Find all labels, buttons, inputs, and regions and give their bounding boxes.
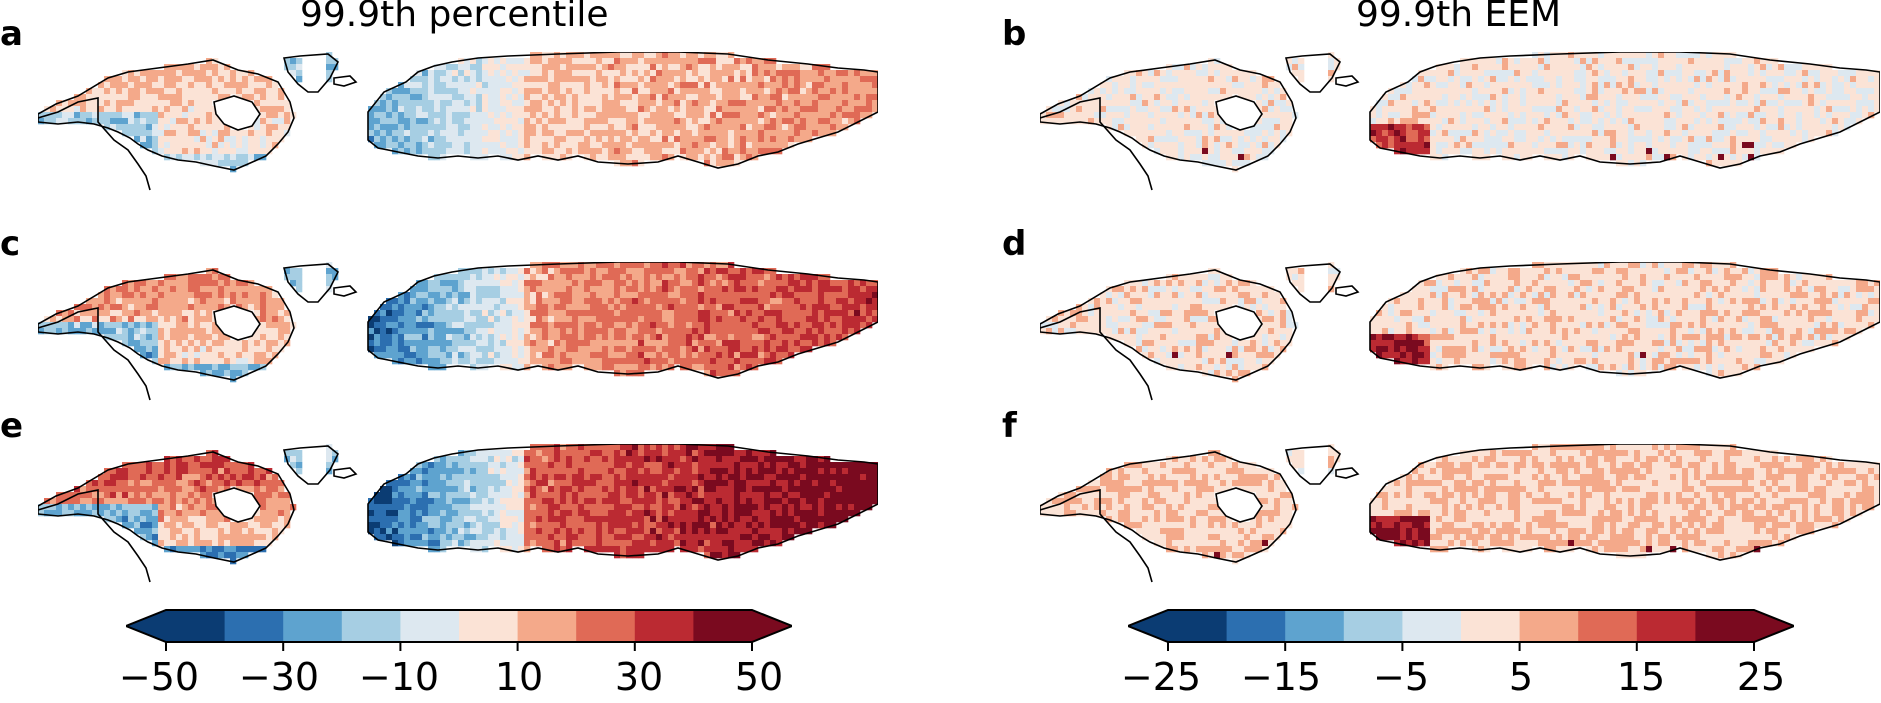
colorbar-segment [283, 610, 343, 642]
colorbar-segment [693, 610, 753, 642]
coastline [1284, 263, 1342, 303]
percentile-tick: −10 [358, 655, 440, 699]
percentile-tick: −30 [238, 655, 320, 699]
colorbar-segment [1402, 610, 1462, 642]
coastline [1215, 95, 1263, 131]
column-title-left: 99.9th percentile [300, 0, 609, 35]
colorbar-segment [1636, 610, 1696, 642]
colorbar-segment [1461, 610, 1521, 642]
colorbar-segment [1343, 610, 1403, 642]
colorbar-segment [576, 610, 636, 642]
map-panel-a [38, 52, 878, 191]
colorbar-segment [400, 610, 460, 642]
coastline [333, 467, 358, 479]
eem-tick: −15 [1240, 655, 1322, 699]
colorbar-extend-low [126, 610, 166, 642]
map-panel-f [1040, 444, 1880, 583]
panel-label-b: b [1002, 14, 1027, 54]
coastline [38, 451, 295, 563]
coastline [213, 305, 261, 341]
panel-label-f: f [1002, 406, 1017, 446]
coastline [367, 262, 878, 379]
percentile-tick: 30 [614, 655, 664, 699]
coastline [1369, 444, 1880, 561]
colorbar-segment [1695, 610, 1755, 642]
colorbar-segment [517, 610, 577, 642]
colorbar-segment [1578, 610, 1638, 642]
coastline [282, 263, 340, 303]
coastline [333, 285, 358, 297]
coastline [1335, 467, 1360, 479]
coastline [1040, 269, 1297, 381]
percentile-tick: 10 [494, 655, 544, 699]
colorbar-segment [1285, 610, 1345, 642]
map-panel-e [38, 444, 878, 583]
panel-label-c: c [0, 224, 21, 264]
coastline [1040, 451, 1297, 563]
colorbar-segment [1168, 610, 1228, 642]
coastline [1040, 489, 1153, 583]
colorbar-segment [224, 610, 284, 642]
colorbar-segment [1519, 610, 1579, 642]
panel-label-a: a [0, 14, 23, 54]
coastline [1215, 487, 1263, 523]
map-panel-d [1040, 262, 1880, 401]
coastline [1040, 307, 1153, 401]
coastline [367, 52, 878, 169]
coastline [1040, 97, 1153, 191]
colorbar-extend-high [1754, 610, 1794, 642]
coastline [282, 445, 340, 485]
coastline [1040, 59, 1297, 171]
coastline [38, 97, 151, 191]
percentile-tick: 50 [734, 655, 784, 699]
map-panel-c [38, 262, 878, 401]
eem-tick: −5 [1372, 655, 1430, 699]
eem-tick: −25 [1120, 655, 1202, 699]
eem-tick: 5 [1508, 655, 1534, 699]
coastline [213, 95, 261, 131]
eem-tick: 25 [1736, 655, 1786, 699]
percentile-colorbar [126, 609, 792, 651]
coastline [38, 269, 295, 381]
panel-label-e: e [0, 406, 24, 446]
coastline [1284, 53, 1342, 93]
coastline [1369, 52, 1880, 169]
coastline [1335, 75, 1360, 87]
column-title-right: 99.9th EEM [1356, 0, 1562, 35]
coastline [1335, 285, 1360, 297]
eem-tick: 15 [1616, 655, 1666, 699]
colorbar-extend-low [1128, 610, 1168, 642]
eem-colorbar [1128, 609, 1794, 651]
coastline [1369, 262, 1880, 379]
coastline [367, 444, 878, 561]
colorbar-segment [341, 610, 401, 642]
coastline [282, 53, 340, 93]
colorbar-segment [459, 610, 519, 642]
colorbar-extend-high [752, 610, 792, 642]
coastline [38, 307, 151, 401]
coastline [38, 59, 295, 171]
coastline [1284, 445, 1342, 485]
coastline [1215, 305, 1263, 341]
coastline [38, 489, 151, 583]
colorbar-segment [1226, 610, 1286, 642]
coastline [333, 75, 358, 87]
colorbar-segment [166, 610, 226, 642]
panel-label-d: d [1002, 224, 1027, 264]
percentile-tick: −50 [118, 655, 200, 699]
map-panel-b [1040, 52, 1880, 191]
coastline [213, 487, 261, 523]
colorbar-segment [634, 610, 694, 642]
